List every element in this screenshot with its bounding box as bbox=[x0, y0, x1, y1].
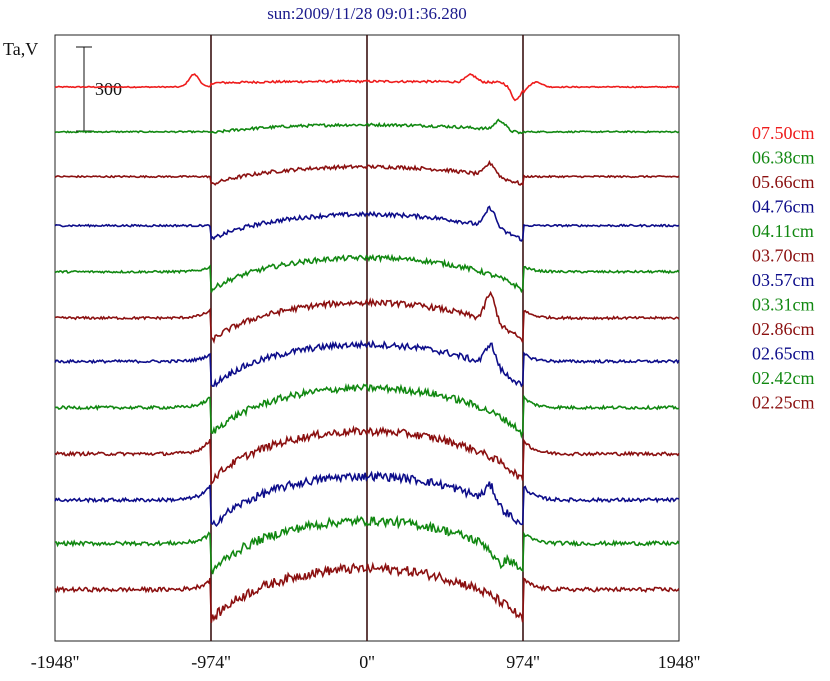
x-tick-label-1: -974'' bbox=[191, 652, 230, 672]
series-line-07.50cm bbox=[54, 73, 680, 102]
series-line-05.66cm bbox=[54, 159, 680, 187]
y-axis-label: Ta,V bbox=[3, 39, 38, 59]
series-line-04.76cm bbox=[54, 205, 680, 242]
series-lines bbox=[54, 73, 680, 623]
scale-bar bbox=[76, 46, 92, 132]
legend-entry-06.38cm: 06.38cm bbox=[752, 148, 815, 168]
legend-entry-07.50cm: 07.50cm bbox=[752, 123, 815, 143]
x-tick-label-4: 1948'' bbox=[658, 652, 701, 672]
series-line-03.70cm bbox=[54, 290, 680, 344]
legend-entry-04.76cm: 04.76cm bbox=[752, 197, 815, 217]
x-tick-labels: -1948'' -974'' 0'' 974'' 1948'' bbox=[31, 652, 700, 672]
legend-entry-03.31cm: 03.31cm bbox=[752, 295, 815, 315]
legend-entry-03.70cm: 03.70cm bbox=[752, 246, 815, 266]
legend: 07.50cm 06.38cm 05.66cm 04.76cm 04.11cm 03.70… bbox=[752, 123, 815, 413]
x-tick-label-2: 0'' bbox=[359, 652, 375, 672]
series-line-03.31cm bbox=[54, 382, 680, 439]
series-line-04.11cm bbox=[54, 253, 680, 294]
legend-entry-02.42cm: 02.42cm bbox=[752, 368, 815, 388]
series-line-02.25cm bbox=[54, 561, 680, 623]
series-line-02.86cm bbox=[54, 425, 680, 486]
series-line-02.42cm bbox=[54, 514, 680, 575]
legend-entry-05.66cm: 05.66cm bbox=[752, 172, 815, 192]
series-line-06.38cm bbox=[54, 118, 680, 135]
series-line-03.57cm bbox=[54, 339, 680, 388]
chart-title: sun:2009/11/28 09:01:36.280 bbox=[267, 4, 467, 23]
legend-entry-04.11cm: 04.11cm bbox=[752, 221, 814, 241]
x-tick-label-3: 974'' bbox=[506, 652, 540, 672]
legend-entry-02.25cm: 02.25cm bbox=[752, 393, 815, 413]
x-tick-label-0: -1948'' bbox=[31, 652, 79, 672]
legend-entry-02.86cm: 02.86cm bbox=[752, 319, 815, 339]
legend-entry-02.65cm: 02.65cm bbox=[752, 344, 815, 364]
scale-bar-label: 300 bbox=[95, 79, 122, 99]
legend-entry-03.57cm: 03.57cm bbox=[752, 270, 815, 290]
series-line-02.65cm bbox=[54, 470, 680, 528]
vertical-marker-lines bbox=[210, 35, 524, 641]
